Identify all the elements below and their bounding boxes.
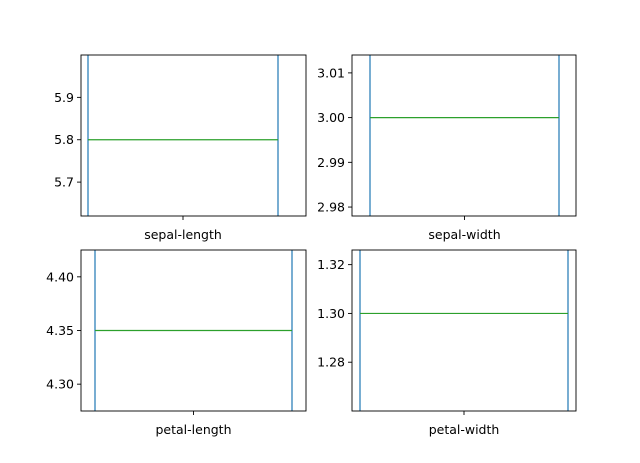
axes-frame: [351, 54, 577, 217]
plot-area: [87, 55, 279, 216]
y-tick-label: 5.7: [54, 175, 74, 190]
y-tick-label: 3.01: [317, 65, 345, 80]
y-tick-label: 4.30: [46, 377, 74, 392]
subplot-sepal-width: 2.98 2.99 3.00 3.01 sepal-width: [317, 54, 577, 242]
subplot-petal-length: 4.30 4.35 4.40 petal-length: [46, 249, 307, 437]
x-tick-label: sepal-length: [144, 227, 222, 242]
plot-area: [359, 250, 569, 411]
y-tick-label: 4.40: [46, 269, 74, 284]
subplot-petal-width: 1.28 1.30 1.32 petal-width: [317, 249, 577, 437]
y-tick-label: 1.32: [317, 257, 345, 272]
y-tick-label: 5.8: [54, 132, 74, 147]
axes-frame: [80, 54, 307, 217]
y-tick-label: 5.9: [54, 90, 74, 105]
axes-frame: [351, 249, 577, 412]
y-tick-label: 3.00: [317, 110, 345, 125]
x-tick-label: petal-length: [155, 422, 231, 437]
plot-area: [94, 250, 293, 411]
x-tick-label: sepal-width: [428, 227, 500, 242]
subplot-sepal-length: 5.7 5.8 5.9 sepal-length: [54, 54, 307, 242]
y-tick-label: 2.98: [317, 200, 345, 215]
y-tick-label: 1.28: [317, 355, 345, 370]
y-tick-label: 4.35: [46, 323, 74, 338]
y-tick-label: 2.99: [317, 155, 345, 170]
y-tick-label: 1.30: [317, 306, 345, 321]
plot-area: [369, 55, 560, 216]
x-tick-label: petal-width: [429, 422, 500, 437]
